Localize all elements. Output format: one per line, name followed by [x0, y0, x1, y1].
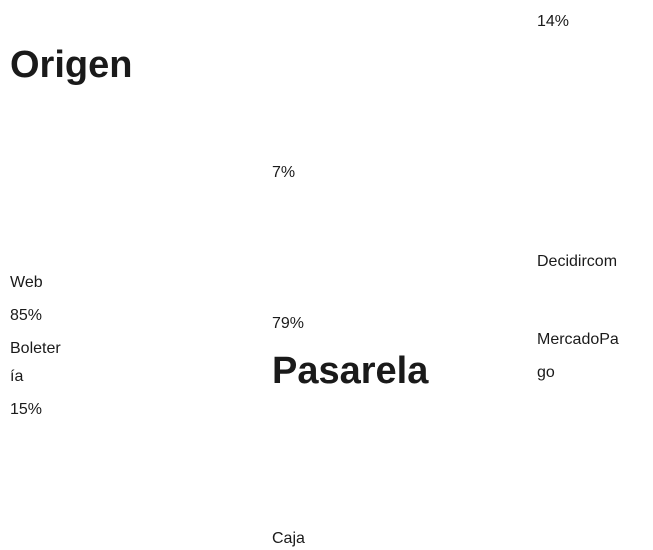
origen-line: Boleter: [10, 340, 61, 357]
origen-line: ía: [10, 368, 24, 385]
pasarela-label: go: [537, 364, 555, 381]
origen-line: Web: [10, 274, 43, 291]
pasarela-label: Decidircom: [537, 253, 618, 270]
origen-title: Origen: [10, 44, 133, 86]
origen-line: 85%: [10, 307, 43, 324]
pasarela-label: 14%: [537, 13, 570, 30]
pasarela-label: MercadoPa: [537, 331, 619, 348]
pasarela-label: 7%: [272, 164, 296, 181]
pasarela-title: Pasarela: [272, 350, 429, 392]
pasarela-label: Caja: [272, 530, 305, 547]
origen-line: 15%: [10, 401, 43, 418]
pasarela-label: 79%: [272, 315, 305, 332]
